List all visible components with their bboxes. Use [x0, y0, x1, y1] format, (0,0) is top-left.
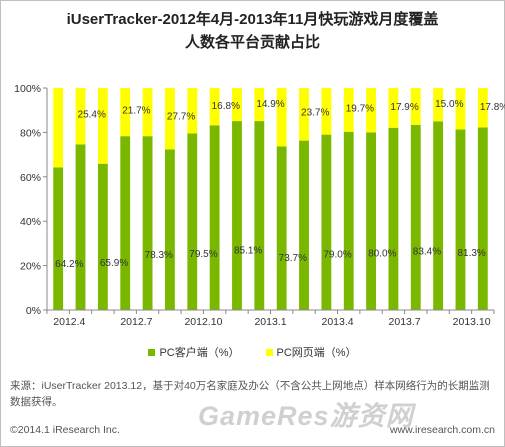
bar-pc-web: [299, 88, 309, 141]
y-tick-label: 60%: [20, 172, 41, 184]
data-label-pc-client: 73.7%: [279, 253, 307, 264]
bar-pc-web: [75, 88, 86, 145]
bar-pc-client: [232, 121, 242, 310]
bar-pc-client: [410, 124, 421, 311]
chart-title-line2: 人数各平台贡献占比: [184, 34, 320, 51]
bar-pc-client: [187, 133, 198, 310]
bar-pc-web: [477, 88, 488, 128]
y-tick-label: 0%: [26, 305, 41, 317]
data-label-pc-client: 65.9%: [100, 258, 128, 269]
bar-pc-client: [276, 146, 287, 310]
source-note: 来源：iUserTracker 2013.12，基于对40万名家庭及办公（不含公…: [10, 380, 490, 408]
legend-label-pc-client: PC客户端（%）: [159, 347, 240, 359]
data-label-pc-client: 81.3%: [457, 248, 485, 259]
bar-pc-client: [254, 121, 265, 310]
chart-title-line1: iUserTracker-2012年4月-2013年11月快玩游戏月度覆盖: [66, 11, 439, 28]
bar-pc-client: [477, 127, 488, 311]
bar-pc-web: [53, 88, 64, 168]
data-label-pc-client: 79.5%: [189, 249, 217, 260]
bar-pc-client: [366, 132, 376, 310]
data-label-pc-web: 14.9%: [256, 99, 284, 110]
chart-title: iUserTracker-2012年4月-2013年11月快玩游戏月度覆盖 人数…: [0, 8, 505, 54]
bar-pc-client: [299, 140, 309, 310]
bar-pc-web: [455, 88, 466, 130]
data-label-pc-client: 80.0%: [368, 249, 396, 260]
website-text: www.iresearch.com.cn: [389, 424, 495, 436]
bar-pc-client: [433, 121, 444, 310]
bar-pc-web: [187, 88, 198, 134]
legend-label-pc-web: PC网页端（%）: [276, 347, 357, 359]
data-label-pc-web: 21.7%: [122, 106, 150, 117]
bar-pc-web: [254, 88, 265, 122]
data-label-pc-client: 78.3%: [145, 250, 173, 261]
x-tick-label: 2013.10: [453, 316, 491, 328]
y-tick-label: 20%: [20, 261, 41, 273]
data-label-pc-web: 15.0%: [435, 99, 463, 110]
bar-pc-web: [165, 88, 175, 150]
data-label-pc-client: 79.0%: [323, 249, 351, 260]
legend-item-pc-client: PC客户端（%）: [148, 344, 240, 360]
x-tick-label: 2012.4: [53, 316, 85, 328]
bar-pc-client: [75, 144, 86, 310]
bar-pc-client: [388, 127, 399, 310]
bar-pc-client: [120, 136, 131, 310]
data-label-pc-web: 16.8%: [212, 101, 240, 112]
data-label-pc-web: 25.4%: [78, 109, 106, 120]
copyright-text: ©2014.1 iResearch Inc.: [10, 424, 120, 436]
bar-pc-client: [321, 134, 332, 310]
bar-pc-web: [410, 88, 421, 125]
data-label-pc-web: 27.7%: [167, 112, 195, 123]
data-label-pc-web: 17.8%: [480, 102, 505, 113]
bar-pc-web: [321, 88, 332, 135]
bar-pc-web: [232, 88, 242, 122]
bar-pc-web: [388, 88, 399, 128]
legend-swatch-pc-web: [265, 348, 273, 356]
bar-pc-web: [142, 88, 153, 137]
bar-pc-client: [53, 167, 64, 310]
data-label-pc-client: 83.4%: [413, 246, 441, 257]
bar-pc-web: [366, 88, 376, 133]
bar-pc-web: [209, 88, 220, 126]
data-label-pc-client: 64.2%: [55, 259, 83, 270]
bar-pc-client: [209, 125, 220, 311]
legend: PC客户端（%） PC网页端（%）: [0, 344, 505, 360]
bar-pc-web: [97, 88, 108, 164]
data-label-pc-client: 85.1%: [234, 245, 262, 256]
bar-pc-web: [343, 88, 354, 132]
x-tick-label: 2012.7: [120, 316, 152, 328]
y-tick-label: 40%: [20, 216, 41, 228]
data-label-pc-web: 17.9%: [390, 102, 418, 113]
data-label-pc-web: 19.7%: [346, 104, 374, 115]
y-tick-label: 100%: [14, 83, 41, 95]
data-label-pc-web: 23.7%: [301, 108, 329, 119]
bar-pc-client: [165, 149, 175, 310]
bar-pc-client: [142, 136, 153, 310]
bar-pc-web: [433, 88, 444, 122]
legend-item-pc-web: PC网页端（%）: [265, 344, 357, 360]
x-tick-label: 2012.10: [184, 316, 222, 328]
bar-pc-client: [343, 131, 354, 310]
y-tick-label: 80%: [20, 127, 41, 139]
bar-pc-client: [97, 163, 108, 310]
watermark-logo: GameRes游资网: [198, 401, 414, 431]
bar-pc-client: [455, 129, 466, 310]
x-tick-label: 2013.4: [321, 316, 353, 328]
bar-pc-web: [276, 88, 287, 147]
legend-swatch-pc-client: [148, 348, 156, 356]
x-tick-label: 2013.7: [389, 316, 421, 328]
x-tick-label: 2013.1: [254, 316, 286, 328]
bar-pc-web: [120, 88, 131, 137]
